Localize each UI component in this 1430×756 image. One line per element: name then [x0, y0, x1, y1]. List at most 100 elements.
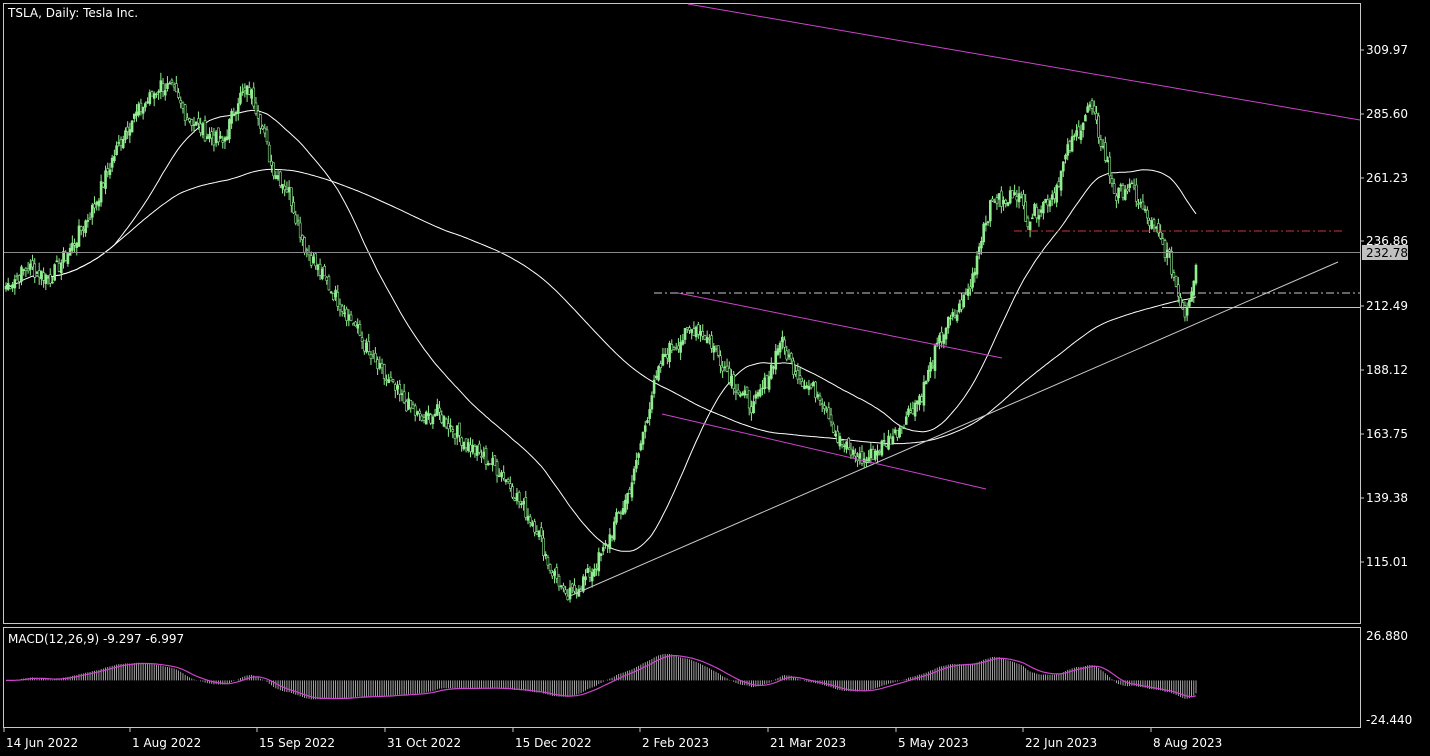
candle — [659, 360, 663, 373]
candle — [168, 81, 171, 85]
candle — [688, 325, 691, 335]
candle — [643, 420, 647, 439]
candle — [272, 162, 275, 180]
price-tick-label: 236.86 — [1366, 234, 1408, 248]
price-tick: 139.38 — [1360, 491, 1408, 505]
candle — [927, 365, 930, 383]
candle — [108, 162, 112, 179]
candle — [679, 334, 682, 361]
candle — [495, 458, 499, 483]
candle — [975, 251, 979, 279]
current-price-label: 232.78 — [1366, 246, 1408, 260]
candle — [141, 106, 145, 120]
date-tick-label: 1 Aug 2022 — [132, 736, 201, 750]
macd-pane-frame — [3, 627, 1361, 728]
price-tick-label: 309.97 — [1366, 43, 1408, 57]
candle — [391, 378, 395, 384]
candle — [321, 266, 324, 281]
candle — [1170, 246, 1173, 279]
support-trendline[interactable] — [569, 261, 1339, 597]
candle — [444, 417, 448, 430]
candle — [1188, 298, 1191, 308]
candle — [132, 113, 136, 123]
candle — [597, 547, 601, 577]
candle — [882, 432, 886, 446]
candle — [155, 92, 158, 98]
candle — [1110, 174, 1114, 188]
channel-lower-line[interactable] — [661, 413, 987, 490]
resistance-trendline[interactable] — [687, 3, 1361, 121]
channel-upper-line[interactable] — [677, 292, 1003, 359]
candle — [564, 585, 567, 596]
candle — [770, 357, 773, 380]
candle — [1070, 129, 1074, 153]
candle — [517, 490, 521, 509]
candle — [413, 403, 417, 422]
candle — [568, 580, 572, 603]
ma-50-line — [50, 109, 1197, 552]
candle — [955, 309, 959, 323]
candle — [405, 399, 408, 412]
candle — [170, 78, 174, 86]
candle — [798, 367, 802, 385]
candle — [630, 474, 634, 502]
candle — [33, 258, 37, 284]
candle — [59, 259, 63, 281]
candle — [612, 516, 616, 542]
candle — [429, 412, 432, 426]
candle — [409, 399, 413, 413]
candle — [721, 361, 724, 378]
price-tick: 212.49 — [1360, 299, 1408, 313]
candle — [175, 75, 178, 93]
candle — [1042, 200, 1045, 220]
candle — [314, 251, 317, 270]
candle — [697, 321, 700, 339]
trend-drawings — [4, 3, 1361, 597]
candle — [478, 440, 481, 455]
candle — [1123, 184, 1127, 201]
candle — [1179, 292, 1182, 307]
candle — [590, 568, 594, 588]
candle — [329, 290, 333, 295]
candle — [982, 222, 985, 246]
candle — [800, 377, 804, 387]
candle — [984, 215, 988, 232]
candle — [121, 135, 125, 150]
candle — [652, 374, 656, 398]
candle — [161, 78, 165, 98]
candle — [944, 326, 948, 346]
candle — [966, 283, 970, 300]
candle — [922, 375, 926, 412]
date-tick-label: 8 Aug 2023 — [1153, 736, 1222, 750]
candle — [816, 391, 820, 400]
candle — [557, 573, 561, 591]
date-axis: 14 Jun 2022 1 Aug 2022 15 Sep 2022 31 Oc… — [3, 728, 1222, 750]
candle — [1061, 161, 1065, 177]
candle — [1055, 183, 1058, 208]
price-tick: 261.23 — [1360, 171, 1408, 185]
candle — [1152, 217, 1156, 232]
candle — [1146, 206, 1149, 225]
candle — [1073, 133, 1076, 141]
candle — [977, 242, 981, 260]
candle — [1112, 178, 1116, 194]
candle — [484, 445, 488, 470]
candle — [1099, 134, 1103, 151]
candle — [902, 424, 906, 429]
candle — [86, 213, 90, 228]
candle — [988, 199, 992, 227]
main-pane-frame — [3, 3, 1361, 624]
candle — [97, 198, 101, 211]
candle — [1174, 275, 1178, 288]
candle — [1048, 197, 1052, 212]
candle — [267, 141, 271, 163]
candle — [232, 107, 236, 117]
date-tick: 15 Dec 2022 — [512, 728, 592, 750]
candle — [681, 334, 685, 346]
candle — [601, 542, 605, 555]
macd-histogram — [7, 653, 1197, 700]
candle — [418, 408, 421, 421]
candle — [458, 422, 461, 443]
candle — [1086, 102, 1089, 113]
